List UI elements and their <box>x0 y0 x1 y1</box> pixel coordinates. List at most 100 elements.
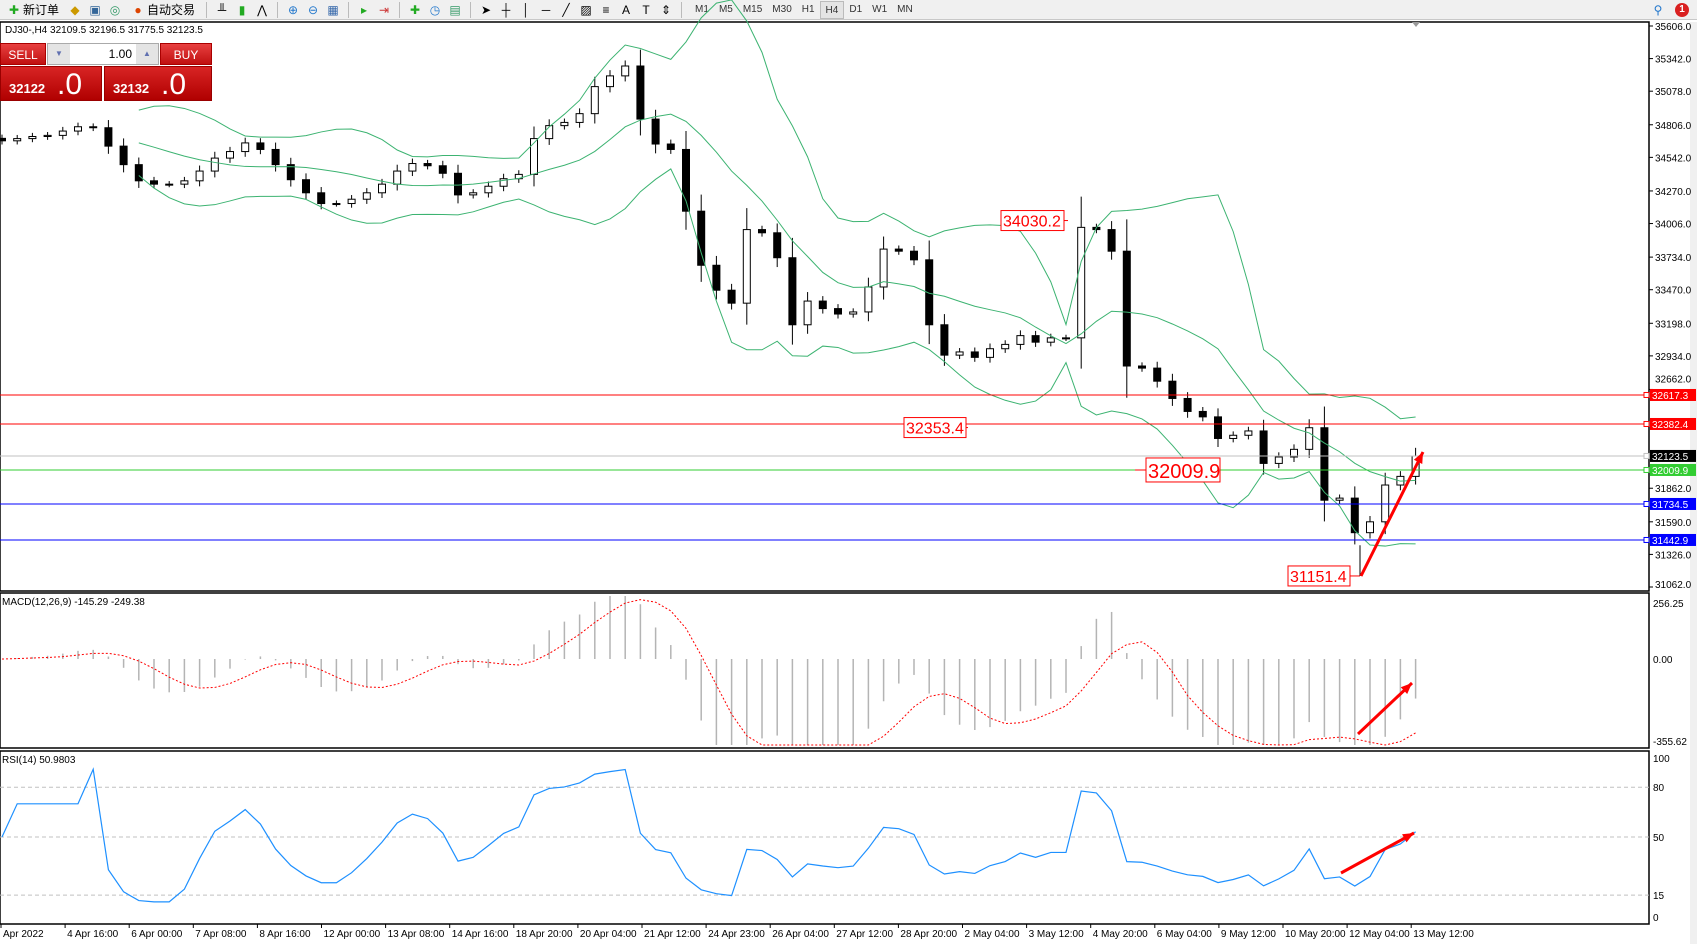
level-price-badge <box>1650 417 1696 430</box>
candlestick-icon[interactable]: ▮ <box>238 2 246 17</box>
line-chart-icon[interactable]: ⋀ <box>257 2 267 17</box>
timeframe-w1[interactable]: W1 <box>872 3 888 15</box>
bid-price[interactable]: 32122.0 <box>0 66 102 101</box>
scrollbar[interactable] <box>1690 22 1697 944</box>
price-annotation-box[interactable] <box>1287 565 1351 587</box>
macd-signal-line <box>1 599 1416 746</box>
tile-windows-icon[interactable]: ▦ <box>327 2 339 17</box>
timeframe-h4[interactable]: H4 <box>819 0 845 19</box>
bear-candle <box>818 300 827 310</box>
ask-price[interactable]: 32132.0 <box>104 66 212 101</box>
bear-candle <box>1153 367 1162 382</box>
arrows-icon[interactable]: ⇕ <box>661 2 672 17</box>
timeframe-mn[interactable]: MN <box>897 3 913 15</box>
price-tick-label: 32934.0 <box>1655 352 1692 363</box>
level-handle[interactable] <box>1643 500 1650 507</box>
cursor-icon[interactable]: ➤ <box>481 2 492 17</box>
zoom-in-icon[interactable]: ⊕ <box>288 2 299 17</box>
bear-candle <box>651 118 660 145</box>
bull-candle <box>606 75 614 88</box>
timeframe-d1[interactable]: D1 <box>849 3 863 15</box>
timeframe-m15[interactable]: M15 <box>742 3 763 15</box>
auto-trade-icon: ● <box>134 2 142 17</box>
timeframe-m5[interactable]: M5 <box>718 3 733 15</box>
templates-icon[interactable]: ▤ <box>449 2 461 17</box>
autoscroll-icon[interactable]: ▸ <box>361 2 368 17</box>
horizontal-line-icon[interactable]: ─ <box>541 2 551 17</box>
notification-badge[interactable]: 1 <box>1675 3 1689 17</box>
bear-candle <box>256 142 265 150</box>
metaeditor-icon[interactable]: ◆ <box>70 2 80 17</box>
bollinger-middle <box>138 113 1416 482</box>
bear-candle <box>1183 397 1192 412</box>
crosshair-icon[interactable]: ┼ <box>501 2 511 17</box>
time-label: 4 Apr 16:00 <box>67 929 119 940</box>
bull-candle <box>1229 434 1238 439</box>
bull-candle <box>986 348 994 358</box>
time-label: 4 May 20:00 <box>1093 929 1148 940</box>
bear-candle <box>438 165 447 174</box>
price-tick-label: 35606.0 <box>1655 22 1692 33</box>
search-icon[interactable]: ⚲ <box>1653 3 1663 17</box>
buy-button[interactable]: BUY <box>160 43 212 65</box>
time-label: 18 Apr 20:00 <box>516 929 573 940</box>
timeframe-m30[interactable]: M30 <box>772 3 792 15</box>
new-order-button[interactable]: ✚ 新订单 <box>8 2 60 18</box>
increase-lots-icon[interactable]: ▲ <box>136 44 158 64</box>
level-handle[interactable] <box>1643 420 1650 427</box>
chart-shift-icon[interactable]: ⇥ <box>379 2 390 17</box>
lot-size-stepper[interactable]: ▼ 1.00 ▲ <box>47 43 159 65</box>
time-label: 6 Apr 00:00 <box>131 929 183 940</box>
decrease-lots-icon[interactable]: ▼ <box>48 44 70 64</box>
fibonacci-icon[interactable]: ≡ <box>602 2 610 17</box>
price-tick-label: 31326.0 <box>1655 550 1692 561</box>
price-tick-label: 31590.0 <box>1655 518 1692 529</box>
bull-candle <box>1244 430 1253 436</box>
price-tick-label: 34542.0 <box>1655 153 1692 164</box>
zoom-out-icon[interactable]: ⊖ <box>308 2 319 17</box>
text-label-icon[interactable]: T <box>642 2 650 17</box>
level-handle[interactable] <box>1643 536 1650 543</box>
divider <box>348 1 350 18</box>
level-price-label: 32617.3 <box>1652 391 1689 402</box>
timeframe-h1[interactable]: H1 <box>801 3 815 15</box>
level-handle[interactable] <box>1643 466 1650 473</box>
trendline-icon[interactable]: ╱ <box>562 2 570 17</box>
bear-candle <box>697 210 706 266</box>
level-handle[interactable] <box>1643 391 1650 398</box>
bear-candle <box>1214 416 1222 439</box>
equidistant-channel-icon[interactable]: ▨ <box>580 2 592 17</box>
price-annotation-box[interactable] <box>1145 457 1221 483</box>
price-tick-label: 35342.0 <box>1655 55 1692 66</box>
bull-candle <box>590 86 599 115</box>
sell-button[interactable]: SELL <box>0 43 46 65</box>
macd-title: MACD(12,26,9) -145.29 -249.38 <box>2 597 145 608</box>
price-annotation-box[interactable] <box>1000 210 1065 232</box>
price-annotation-label: 32353.4 <box>906 421 964 438</box>
bar-chart-icon[interactable]: ╨ <box>217 2 227 17</box>
bull-candle <box>226 151 234 159</box>
main-chart-frame <box>0 21 1650 592</box>
level-price-label: 32009.9 <box>1652 466 1689 477</box>
terminal-icon[interactable]: ▣ <box>89 2 101 17</box>
bear-candle <box>1168 380 1177 399</box>
divider <box>206 1 208 18</box>
periods-icon[interactable]: ◷ <box>429 2 441 17</box>
auto-trade-button[interactable]: ● 自动交易 <box>128 1 198 19</box>
timeframe-m1[interactable]: M1 <box>695 3 709 15</box>
bull-candle <box>1046 337 1055 343</box>
bull-candle <box>362 192 371 200</box>
signals-icon[interactable]: ◎ <box>109 2 121 17</box>
vertical-line-icon[interactable]: │ <box>522 2 530 17</box>
level-handle[interactable] <box>1643 452 1650 459</box>
price-annotation-box[interactable] <box>903 417 967 439</box>
indicators-icon[interactable]: ✚ <box>410 2 421 17</box>
lot-size-input[interactable]: 1.00 <box>108 47 132 61</box>
bear-candle <box>636 65 645 120</box>
bull-candle <box>1001 343 1010 350</box>
text-icon[interactable]: A <box>622 2 631 17</box>
bull-candle <box>1366 521 1374 534</box>
chart-shift-marker[interactable] <box>1412 22 1420 27</box>
trend-arrow-main-head <box>1413 452 1423 464</box>
